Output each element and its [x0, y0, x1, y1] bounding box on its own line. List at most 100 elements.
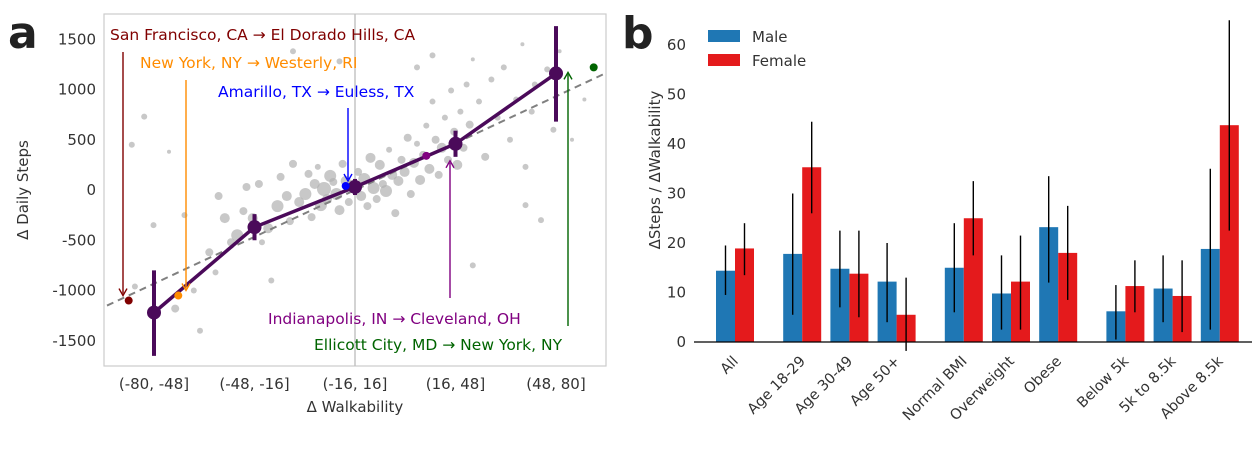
y-tick-label: 1500	[58, 30, 96, 48]
scatter-point	[415, 174, 426, 185]
city-label: San Francisco, CA → El Dorado Hills, CA	[110, 26, 415, 44]
panel-a-y-label: Δ Daily Steps	[14, 140, 32, 240]
scatter-point	[190, 287, 197, 294]
panel-b-legend: Male Female	[708, 28, 806, 70]
scatter-point	[367, 181, 380, 194]
scatter-point	[374, 159, 385, 170]
scatter-point	[317, 181, 331, 196]
scatter-point	[205, 248, 214, 257]
panel-b-y-ticks: 0 10 20 30 40 50 60	[667, 36, 686, 351]
x-tick-label: All	[718, 354, 742, 378]
scatter-point	[570, 137, 574, 142]
scatter-point	[338, 159, 347, 168]
scatter-point	[457, 108, 464, 115]
scatter-point	[150, 222, 157, 229]
scatter-point	[465, 120, 474, 129]
scatter-point	[372, 195, 381, 204]
y-tick-label: -500	[62, 231, 96, 249]
x-tick-label: (-16, 16]	[323, 375, 388, 393]
scatter-point	[403, 133, 412, 142]
scatter-point	[522, 163, 529, 170]
scatter-point	[290, 48, 296, 55]
panel-a-x-label: Δ Walkability	[307, 398, 404, 416]
scatter-point	[448, 87, 455, 94]
scatter-point	[219, 213, 230, 224]
scatter-point	[463, 81, 470, 88]
scatter-point	[476, 98, 482, 105]
scatter-point	[414, 140, 420, 147]
bar-female	[1219, 125, 1239, 342]
scatter-point	[393, 175, 404, 186]
scatter-point	[481, 152, 490, 161]
city-point	[174, 291, 183, 300]
scatter-point	[397, 155, 406, 164]
scatter-point	[281, 191, 292, 202]
scatter-point	[399, 166, 410, 177]
scatter-point	[128, 141, 135, 148]
scatter-point	[289, 159, 297, 168]
scatter-point	[363, 202, 372, 211]
scatter-point	[276, 172, 285, 181]
scatter-point	[356, 191, 367, 202]
scatter-point	[239, 207, 248, 216]
scatter-point	[522, 202, 529, 209]
trend-line	[106, 73, 604, 307]
city-arrowhead	[343, 173, 353, 183]
bar-female	[963, 218, 983, 342]
scatter-point	[365, 152, 376, 163]
x-tick-label: (16, 48]	[426, 375, 485, 393]
scatter-point	[141, 113, 148, 120]
city-arrowhead	[118, 288, 128, 297]
city-point	[589, 63, 598, 72]
y-tick-label: 60	[667, 36, 686, 54]
y-tick-label: 30	[667, 185, 686, 203]
scatter-point	[299, 188, 312, 201]
y-tick-label: 500	[67, 131, 96, 149]
binned-mean-point	[147, 305, 161, 320]
x-tick-label: (-48, -16]	[219, 375, 289, 393]
panel-a-example-cities: San Francisco, CA → El Dorado Hills, CA N…	[110, 26, 598, 354]
scatter-point	[528, 108, 535, 115]
scatter-point	[294, 197, 305, 208]
x-tick-label: Obese	[1021, 353, 1065, 397]
city-label: Ellicott City, MD → New York, NY	[314, 336, 563, 354]
scatter-point	[500, 64, 507, 71]
panel-a-y-ticks: -1500 -1000 -500 0 500 1000 1500	[52, 30, 96, 350]
y-tick-label: 50	[667, 86, 686, 104]
binned-mean-point	[348, 179, 362, 194]
scatter-point	[414, 64, 420, 71]
binned-mean-point	[247, 220, 262, 235]
scatter-point	[431, 135, 440, 144]
y-tick-label: 40	[667, 135, 686, 153]
scatter-point	[242, 182, 251, 191]
scatter-point	[544, 66, 551, 73]
scatter-point	[271, 200, 284, 213]
scatter-point	[167, 149, 171, 154]
x-tick-label: (48, 80]	[526, 375, 585, 393]
scatter-point	[309, 178, 320, 189]
city-point	[422, 151, 431, 160]
binned-mean-point	[448, 136, 463, 151]
scatter-point	[344, 198, 353, 207]
scatter-point	[329, 177, 338, 186]
scatter-point	[538, 217, 544, 224]
city-label: New York, NY → Westerly, RI	[140, 54, 357, 72]
bar-female	[802, 167, 822, 342]
legend-swatch-female	[708, 54, 740, 66]
bar-male	[1039, 227, 1059, 342]
scatter-point	[214, 192, 223, 201]
binned-mean-point	[549, 66, 563, 81]
y-tick-label: -1000	[52, 282, 96, 300]
scatter-point	[334, 205, 345, 216]
y-tick-label: 10	[667, 284, 686, 302]
scatter-point	[263, 223, 274, 234]
bar-female	[735, 248, 754, 342]
scatter-point	[212, 269, 219, 276]
panel-a-letter: a	[8, 8, 38, 59]
x-tick-label: Age 50+	[847, 354, 903, 410]
scatter-point	[406, 190, 415, 199]
scatter-point	[424, 163, 435, 174]
